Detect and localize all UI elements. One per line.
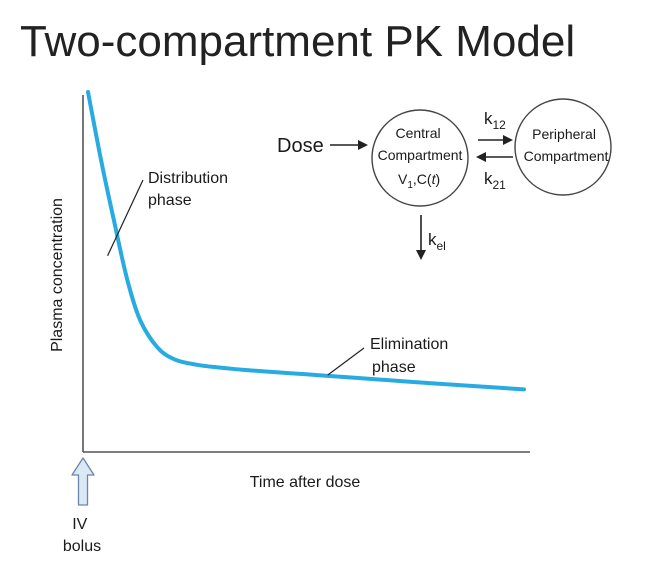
dose-label: Dose (277, 135, 324, 157)
central-v-sub: 1 (407, 180, 413, 191)
dose-arrow-icon (330, 140, 368, 150)
compartment-diagram: Dose Central Compartment V1,C(t) Periphe… (277, 98, 612, 260)
peripheral-compartment-label: Peripheral Compartment (524, 126, 609, 164)
iv-label: IV (72, 516, 87, 533)
x-axis-label: Time after dose (250, 474, 361, 491)
k12-arrow-icon (478, 135, 513, 145)
k12-sub: 12 (493, 118, 507, 132)
k21-arrow-icon (476, 152, 513, 162)
central-line1: Central (395, 125, 440, 141)
kel-base: k (428, 230, 437, 249)
central-close: ) (435, 171, 440, 187)
distribution-phase-line2: phase (148, 192, 192, 209)
distribution-phase-label: Distribution phase (148, 170, 232, 209)
distribution-phase-leader (107, 179, 144, 256)
kel-label: kel (428, 230, 446, 253)
elimination-phase-label: Elimination phase (370, 336, 453, 376)
k21-base: k (484, 169, 493, 188)
k12-label: k12 (484, 109, 506, 132)
peripheral-compartment (514, 98, 612, 196)
k21-label: k21 (484, 169, 506, 192)
central-volume-conc: V1,C(t) (398, 171, 440, 191)
distribution-phase-line1: Distribution (148, 170, 228, 187)
central-compartment-label: Central Compartment (378, 125, 463, 163)
central-v: V (398, 171, 408, 187)
central-line2: Compartment (378, 147, 463, 163)
page-title: Two-compartment PK Model (20, 17, 575, 66)
kel-arrow-icon (416, 215, 426, 260)
y-axis-label: Plasma concentration (49, 198, 66, 352)
k21-sub: 21 (493, 178, 507, 192)
iv-bolus-label: IV bolus (63, 516, 101, 555)
kel-sub: el (437, 239, 446, 253)
peripheral-line1: Peripheral (532, 126, 596, 142)
central-t: t (432, 171, 437, 187)
bolus-label: bolus (63, 538, 101, 555)
k12-base: k (484, 109, 493, 128)
central-compartment (371, 109, 469, 207)
elimination-phase-line1: Elimination (370, 336, 448, 353)
iv-bolus-arrow-icon (71, 457, 95, 506)
elimination-phase-leader (327, 347, 365, 376)
peripheral-line2: Compartment (524, 148, 609, 164)
elimination-phase-line2: phase (372, 359, 416, 376)
concentration-curve (86, 90, 526, 392)
central-c: ,C( (413, 171, 432, 187)
